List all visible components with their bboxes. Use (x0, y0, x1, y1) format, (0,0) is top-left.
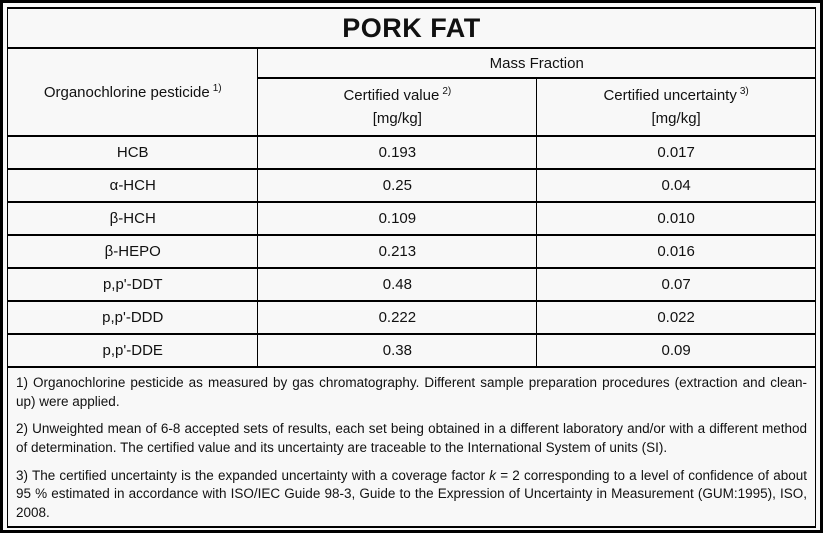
pesticide-name: HCB (6, 135, 259, 170)
column-header-certified-uncertainty-unit: [mg/kg] (651, 110, 701, 127)
footnote-1: 1) Organochlorine pesticide as measured … (16, 375, 807, 409)
footnotes-row: 1) Organochlorine pesticide as measured … (7, 365, 816, 529)
column-header-certified-uncertainty-label: Certified uncertainty (603, 86, 737, 104)
footnote-ref-1: 1) (212, 82, 222, 94)
certified-uncertainty: 0.022 (536, 300, 816, 335)
column-group-header-mass-fraction: Mass Fraction (257, 47, 816, 79)
certified-uncertainty: 0.017 (536, 135, 816, 170)
certified-uncertainty: 0.010 (536, 201, 816, 236)
certified-value: 0.193 (257, 135, 538, 170)
certified-value: 0.222 (257, 300, 538, 335)
header-sub-row: Certified value 2) [mg/kg] Certified unce… (8, 77, 816, 137)
title-row: PORK FAT (7, 7, 816, 49)
footnote-2: 2) Unweighted mean of 6-8 accepted sets … (16, 421, 807, 455)
table-row-ppddd: p,p'-DDD 0.222 0.022 (6, 300, 816, 335)
certified-value: 0.48 (257, 267, 538, 302)
column-header-certified-value-label: Certified value (343, 86, 440, 104)
table-row-alpha-hch: α-HCH 0.25 0.04 (6, 168, 816, 203)
certified-value: 0.213 (257, 234, 538, 269)
footnote-ref-3: 3) (739, 85, 749, 97)
certified-uncertainty: 0.016 (536, 234, 816, 269)
certified-uncertainty: 0.07 (536, 267, 816, 302)
table-row-ppdde: p,p'-DDE 0.38 0.09 (6, 333, 816, 368)
column-header-pesticide-label: Organochlorine pesticide (43, 83, 210, 101)
table-row-beta-hch: β-HCH 0.109 0.010 (6, 201, 816, 236)
pesticide-name: p,p'-DDE (6, 333, 259, 368)
footnotes-cell: 1) Organochlorine pesticide as measured … (7, 365, 816, 529)
certified-value: 0.25 (257, 168, 538, 203)
table-row-hcb: HCB 0.193 0.017 (6, 135, 816, 170)
certified-uncertainty: 0.04 (536, 168, 816, 203)
column-header-certified-uncertainty: Certified uncertainty 3) [mg/kg] (536, 77, 816, 137)
pesticide-name: β-HCH (6, 201, 259, 236)
column-header-pesticide: Organochlorine pesticide 1) (6, 47, 259, 137)
footnote-3-text-after: = 2 corresponding to a level of confiden… (16, 467, 807, 520)
certified-value: 0.109 (257, 201, 538, 236)
pesticide-name: β-HEPO (6, 234, 259, 269)
header-group-row: Organochlorine pesticide 1) Mass Fraction (6, 47, 816, 137)
certified-uncertainty: 0.09 (536, 333, 816, 368)
table-row-beta-hepo: β-HEPO 0.213 0.016 (6, 234, 816, 269)
pesticide-name: p,p'-DDD (6, 300, 259, 335)
footnote-3-k-symbol: k (489, 467, 497, 483)
table-row-ppddt: p,p'-DDT 0.48 0.07 (6, 267, 816, 302)
pork-fat-certificate-table: PORK FAT Organochlorine pesticide 1) Mass… (6, 7, 816, 529)
column-header-certified-value-unit: [mg/kg] (372, 110, 422, 127)
footnote-3: 3) The certified uncertainty is the expa… (16, 467, 807, 523)
certified-value: 0.38 (257, 333, 538, 368)
footnote-ref-2: 2) (442, 85, 452, 97)
pesticide-name: α-HCH (6, 168, 259, 203)
page-title: PORK FAT (7, 7, 816, 49)
footnote-3-text-before: 3) The certified uncertainty is the expa… (16, 467, 490, 483)
pesticide-name: p,p'-DDT (6, 267, 259, 302)
column-header-certified-value: Certified value 2) [mg/kg] (257, 77, 538, 137)
